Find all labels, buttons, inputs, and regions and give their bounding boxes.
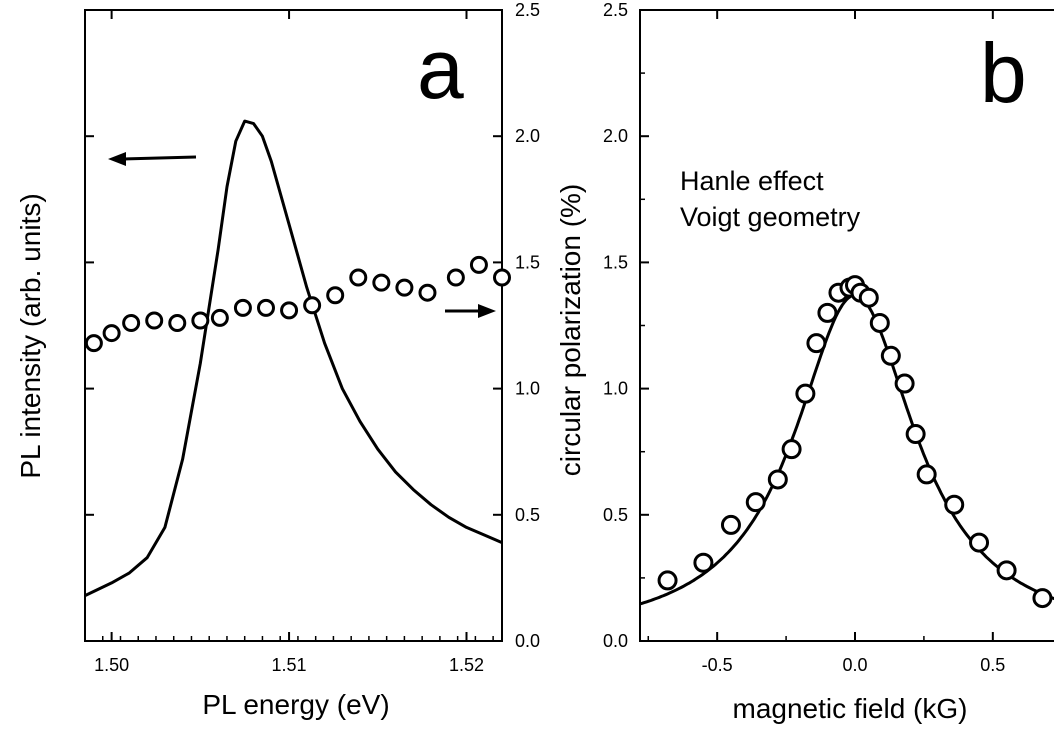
panel-a-polarization-point <box>84 334 103 353</box>
panel-a-right-y-tick-label: 1.0 <box>515 379 540 399</box>
panel-a-chart: 1.50 1.51 1.52 0.0 0.5 1.0 1.5 2.0 2.5 a PL ener… <box>15 0 540 720</box>
panel-a-ticks: 1.50 1.51 1.52 0.0 0.5 1.0 1.5 2.0 2.5 <box>84 0 540 675</box>
panel-a-polarization-point <box>372 273 391 292</box>
panel-a-polarization-point <box>191 311 210 330</box>
panel-a-polarization-point <box>122 313 141 332</box>
panel-b-y-tick-label: 2.0 <box>603 126 628 146</box>
panel-a-polarization-point <box>418 283 437 302</box>
panel-a-left-y-axis-title: PL intensity (arb. units) <box>15 193 46 478</box>
panel-b-x-tick-label: -0.5 <box>702 655 733 675</box>
panel-a-right-y-tick-label: 2.5 <box>515 0 540 20</box>
panel-a-x-tick-label: 1.50 <box>94 655 129 675</box>
panel-a-right-arrow <box>445 304 496 318</box>
panel-b-ticks: -0.5 0.0 0.5 0.0 0.5 1.0 1.5 2.0 2.5 <box>603 0 1005 675</box>
panel-a-polarization-point <box>280 301 299 320</box>
panel-b-polarization-point <box>806 333 827 354</box>
panel-a-plot-frame <box>84 9 503 642</box>
panel-b-polarization-point <box>894 373 915 394</box>
panel-b-polarization-point <box>657 570 678 591</box>
panel-b-x-tick-label: 0.5 <box>980 655 1005 675</box>
panel-b-polarization-point <box>693 552 714 573</box>
panel-a-right-y-tick-label: 1.5 <box>515 252 540 272</box>
panel-b-polarization-point <box>916 464 937 485</box>
panel-a-x-tick-label: 1.51 <box>272 655 307 675</box>
panel-a-polarization-point <box>303 296 322 315</box>
panel-a-letter: a <box>417 22 464 116</box>
panel-b-y-tick-label: 1.0 <box>603 379 628 399</box>
panel-a-polarization-point <box>446 268 465 287</box>
panel-a-polarization-point <box>210 308 229 327</box>
panel-b-polarization-point <box>817 302 838 323</box>
panel-a-x-axis-title: PL energy (eV) <box>202 689 389 720</box>
panel-b-polarization-point <box>905 424 926 445</box>
panel-b-polarization-point <box>795 383 816 404</box>
panel-b-polarization-points <box>657 275 1053 609</box>
panel-a-polarization-point <box>395 278 414 297</box>
panel-a-polarization-point <box>326 286 345 305</box>
panel-b-y-tick-label: 0.0 <box>603 631 628 651</box>
panel-a-polarization-point <box>469 255 488 274</box>
panel-b-letter: b <box>980 26 1027 120</box>
panel-a-pl-intensity <box>84 119 503 597</box>
panel-a-left-arrow <box>108 152 197 166</box>
panel-a-polarization-point <box>145 311 164 330</box>
panel-b-y-tick-label: 2.5 <box>603 0 628 20</box>
panel-b-chart: -0.5 0.0 0.5 0.0 0.5 1.0 1.5 2.0 2.5 b Hanle eff… <box>555 0 1054 724</box>
panel-b-polarization-point <box>720 514 741 535</box>
panel-b-polarization-point <box>969 532 990 553</box>
panel-a-polarization-point <box>102 324 121 343</box>
panel-a-right-y-tick-label: 0.5 <box>515 505 540 525</box>
panel-b-polarization-point <box>781 439 802 460</box>
panel-a-polarization-point <box>233 298 252 317</box>
voigt-geometry-note: Voigt geometry <box>680 202 861 232</box>
panel-b-polarization-point <box>1032 588 1053 609</box>
panel-a-x-tick-label: 1.52 <box>449 655 484 675</box>
panel-b-y-axis-title: circular polarization (%) <box>555 184 586 477</box>
panel-a-polarization-points <box>84 255 511 353</box>
panel-b-polarization-point <box>767 469 788 490</box>
panel-b-polarization-point <box>745 492 766 513</box>
panel-b-x-tick-label: 0.0 <box>842 655 867 675</box>
panel-b-y-tick-label: 1.5 <box>603 252 628 272</box>
panel-b-x-axis-title: magnetic field (kG) <box>733 693 968 724</box>
panel-b-polarization-point <box>996 560 1017 581</box>
hanle-effect-note: Hanle effect <box>680 166 824 196</box>
panel-a-right-y-tick-label: 2.0 <box>515 126 540 146</box>
panel-a-polarization-point <box>168 313 187 332</box>
panel-b-polarization-point <box>880 345 901 366</box>
panel-a-polarization-point <box>349 268 368 287</box>
panel-a-right-y-tick-label: 0.0 <box>515 631 540 651</box>
panel-a-polarization-point <box>493 268 511 287</box>
panel-b-polarization-point <box>944 494 965 515</box>
panel-a-polarization-point <box>256 298 275 317</box>
panel-b-y-tick-label: 0.5 <box>603 505 628 525</box>
panel-b-polarization-point <box>869 312 890 333</box>
panel-b-polarization-point <box>858 287 879 308</box>
pl-intensity-line <box>84 119 503 597</box>
